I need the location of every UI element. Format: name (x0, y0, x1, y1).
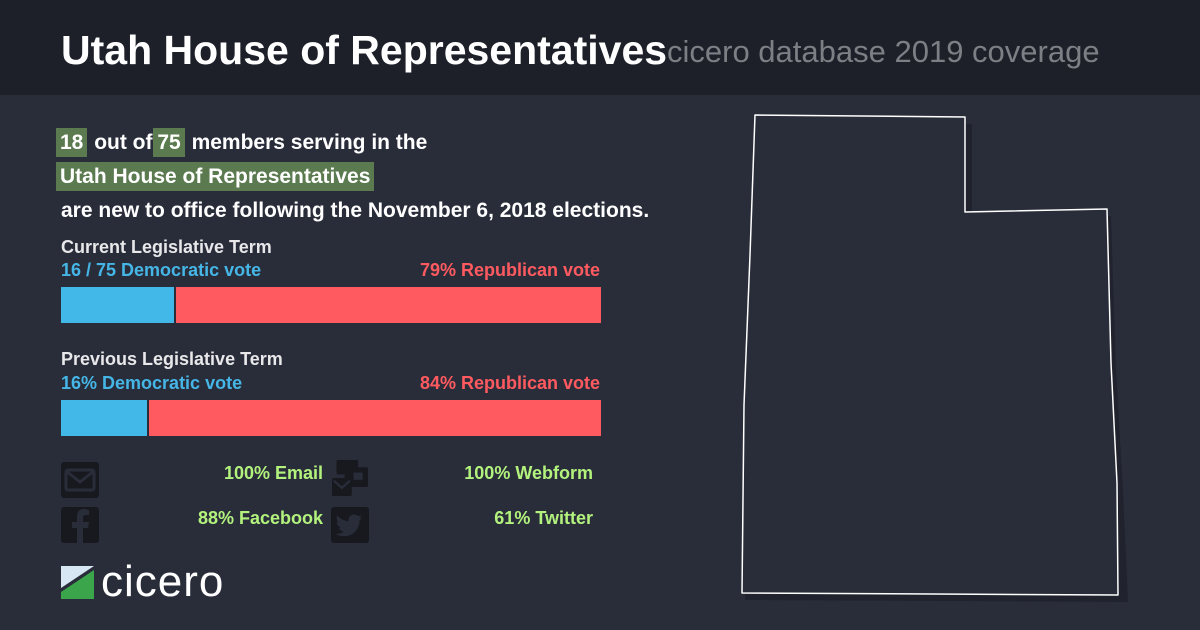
summary-text: 18 out of 75 members serving in the Utah… (56, 126, 650, 228)
page-subtitle: cicero database 2019 coverage (667, 34, 1100, 69)
page-title: Utah House of Representatives (61, 27, 668, 73)
previous-rep-vote: 84% Republican vote (419, 373, 600, 393)
current-rep-segment (176, 287, 601, 323)
legislative-body-name: Utah House of Representatives (56, 162, 375, 191)
summary-members-text: members serving in the (191, 131, 428, 154)
current-term-bar (61, 287, 603, 323)
previous-term-label: Previous Legislative Term (61, 349, 283, 369)
webform-coverage: 100% Webform (464, 463, 593, 483)
facebook-coverage: 88% Facebook (197, 508, 323, 528)
header-bar: Utah House of Representatives cicero dat… (0, 0, 1200, 95)
utah-state-map (741, 114, 1128, 602)
current-dem-segment (61, 287, 174, 323)
current-term-label: Current Legislative Term (61, 237, 272, 257)
twitter-coverage: 61% Twitter (494, 508, 593, 528)
current-dem-vote: 16 / 75 Democratic vote (61, 260, 262, 280)
summary-out-of: out of (94, 131, 153, 154)
summary-line-3: are new to office following the November… (61, 199, 650, 222)
twitter-icon (331, 507, 369, 543)
envelope-icon (61, 462, 99, 498)
webform-icon (332, 460, 368, 496)
previous-dem-segment (61, 400, 147, 436)
previous-term-bar (61, 400, 603, 436)
previous-dem-vote: 16% Democratic vote (61, 373, 243, 393)
summary-line-1: 18 out of 75 members serving in the (56, 126, 649, 160)
cicero-logo-text: cicero (101, 557, 225, 606)
summary-line-2: Utah House of Representatives (56, 160, 649, 194)
utah-outline (741, 114, 1119, 596)
facebook-icon (61, 507, 99, 543)
email-coverage: 100% Email (223, 463, 323, 483)
new-member-count: 18 (56, 128, 88, 157)
cicero-logo: cicero (61, 557, 225, 606)
cicero-logo-mark (61, 565, 94, 599)
total-member-count: 75 (153, 128, 185, 157)
previous-rep-segment (149, 400, 601, 436)
current-rep-vote: 79% Republican vote (419, 260, 600, 280)
